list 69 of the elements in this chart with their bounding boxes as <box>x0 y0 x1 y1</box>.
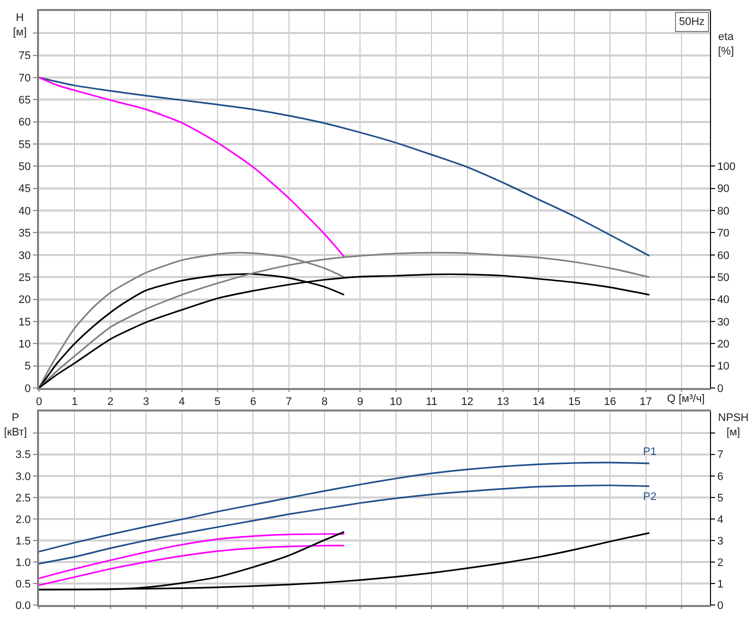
y-tick-label: 35 <box>18 228 31 240</box>
x-tick-label: 12 <box>461 396 474 408</box>
y2-tick-label: 20 <box>717 338 730 350</box>
y-tick-label: 1.5 <box>16 535 31 548</box>
y-tick-label: 0.5 <box>16 578 31 590</box>
y2-tick-label: 3 <box>717 535 724 548</box>
y-tick-label: 60 <box>18 116 31 129</box>
y-tick-label: 40 <box>18 205 31 218</box>
y-tick-label: 3.0 <box>16 470 31 483</box>
y2-tick-label: 100 <box>717 161 736 174</box>
y2-tick-label: 2 <box>717 556 724 569</box>
y-tick-label: 0 <box>24 382 31 395</box>
y-tick-label: 20 <box>18 294 31 306</box>
y2-tick-label: 40 <box>717 294 730 306</box>
y2-tick-label: 50 <box>717 272 730 284</box>
x-tick-label: 4 <box>178 396 185 408</box>
annotation: 50Hz <box>679 16 705 28</box>
x-tick-label: 1 <box>72 396 78 408</box>
y-tick-label: 0.0 <box>16 600 31 612</box>
y-tick-label: 25 <box>18 272 31 284</box>
x-axis-title: Q [м³/ч] <box>667 393 705 405</box>
x-tick-label: 9 <box>357 396 364 408</box>
y2-tick-label: 4 <box>717 514 724 526</box>
y2-tick-label: 30 <box>717 316 730 328</box>
y-tick-label: 10 <box>18 338 31 350</box>
x-tick-label: 7 <box>286 396 292 408</box>
y2-tick-label: 7 <box>717 449 724 462</box>
series-label: P2 <box>643 491 656 503</box>
y-tick-label: 2.5 <box>16 492 31 504</box>
x-tick-label: 10 <box>390 396 402 408</box>
x-tick-label: 17 <box>640 396 652 408</box>
y-tick-label: 50 <box>18 161 31 174</box>
y2-tick-label: 60 <box>717 250 730 262</box>
x-tick-label: 5 <box>214 396 221 408</box>
y2-tick-label: 6 <box>717 470 724 483</box>
x-tick-label: 16 <box>604 396 616 408</box>
x-tick-label: 11 <box>426 396 438 408</box>
y-tick-label: 5 <box>24 360 31 373</box>
y-tick-label: 75 <box>18 50 31 62</box>
x-tick-label: 2 <box>107 396 114 408</box>
y2-tick-label: 1 <box>717 578 724 590</box>
y2-axis-title: NPSH [м] <box>718 412 749 438</box>
y2-tick-label: 10 <box>717 360 730 373</box>
x-tick-label: 0 <box>36 396 42 408</box>
y-tick-label: 55 <box>18 138 31 151</box>
x-tick-label: 6 <box>250 396 256 408</box>
x-tick-label: 15 <box>568 396 580 408</box>
y-tick-label: 1.0 <box>16 556 31 569</box>
y2-tick-label: 0 <box>717 382 724 395</box>
y2-tick-label: 90 <box>717 183 730 196</box>
y2-tick-label: 80 <box>717 205 730 218</box>
x-tick-label: 14 <box>532 396 545 408</box>
y-tick-label: 30 <box>18 250 31 262</box>
y-axis-title: H [м] <box>13 12 27 38</box>
y-tick-label: 3.5 <box>16 449 31 462</box>
series-label: P1 <box>643 446 656 458</box>
y-tick-label: 2.0 <box>16 514 31 526</box>
y-tick-label: 65 <box>18 94 31 107</box>
y2-axis-title: eta [%] <box>718 31 734 58</box>
y-axis-title: P [кВт] <box>4 412 27 438</box>
y-tick-label: 15 <box>18 316 31 328</box>
x-tick-label: 8 <box>321 396 328 408</box>
y-tick-label: 70 <box>18 72 31 84</box>
y2-tick-label: 0 <box>717 600 724 612</box>
y2-tick-label: 70 <box>717 228 730 240</box>
y2-tick-label: 5 <box>717 492 724 504</box>
x-tick-label: 13 <box>496 396 510 408</box>
x-tick-label: 3 <box>143 396 150 408</box>
y-tick-label: 45 <box>18 183 31 196</box>
